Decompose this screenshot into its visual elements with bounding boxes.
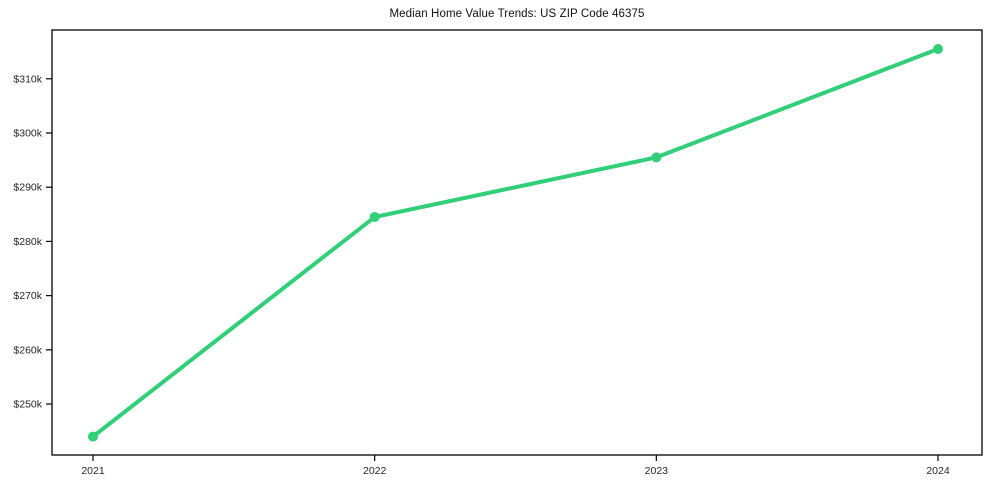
x-tick-label: 2022 (363, 465, 387, 477)
plot-border (51, 29, 983, 456)
x-tick-label: 2023 (645, 465, 669, 477)
y-tick-label: $290k (13, 182, 42, 194)
y-tick-label: $270k (13, 290, 42, 302)
y-tick-label: $260k (13, 344, 42, 356)
trend-line (91, 46, 940, 439)
data-point (651, 152, 662, 163)
data-point (369, 212, 380, 223)
chart-title: Median Home Value Trends: US ZIP Code 46… (389, 8, 645, 20)
x-tick-label: 2021 (81, 465, 105, 477)
data-point (88, 431, 98, 442)
x-tick-label: 2024 (926, 465, 950, 477)
y-tick-label: $310k (13, 73, 42, 85)
y-tick-label: $250k (13, 399, 42, 411)
y-tick-label: $300k (13, 127, 42, 139)
y-tick-label: $280k (13, 236, 42, 248)
data-point (933, 43, 943, 54)
